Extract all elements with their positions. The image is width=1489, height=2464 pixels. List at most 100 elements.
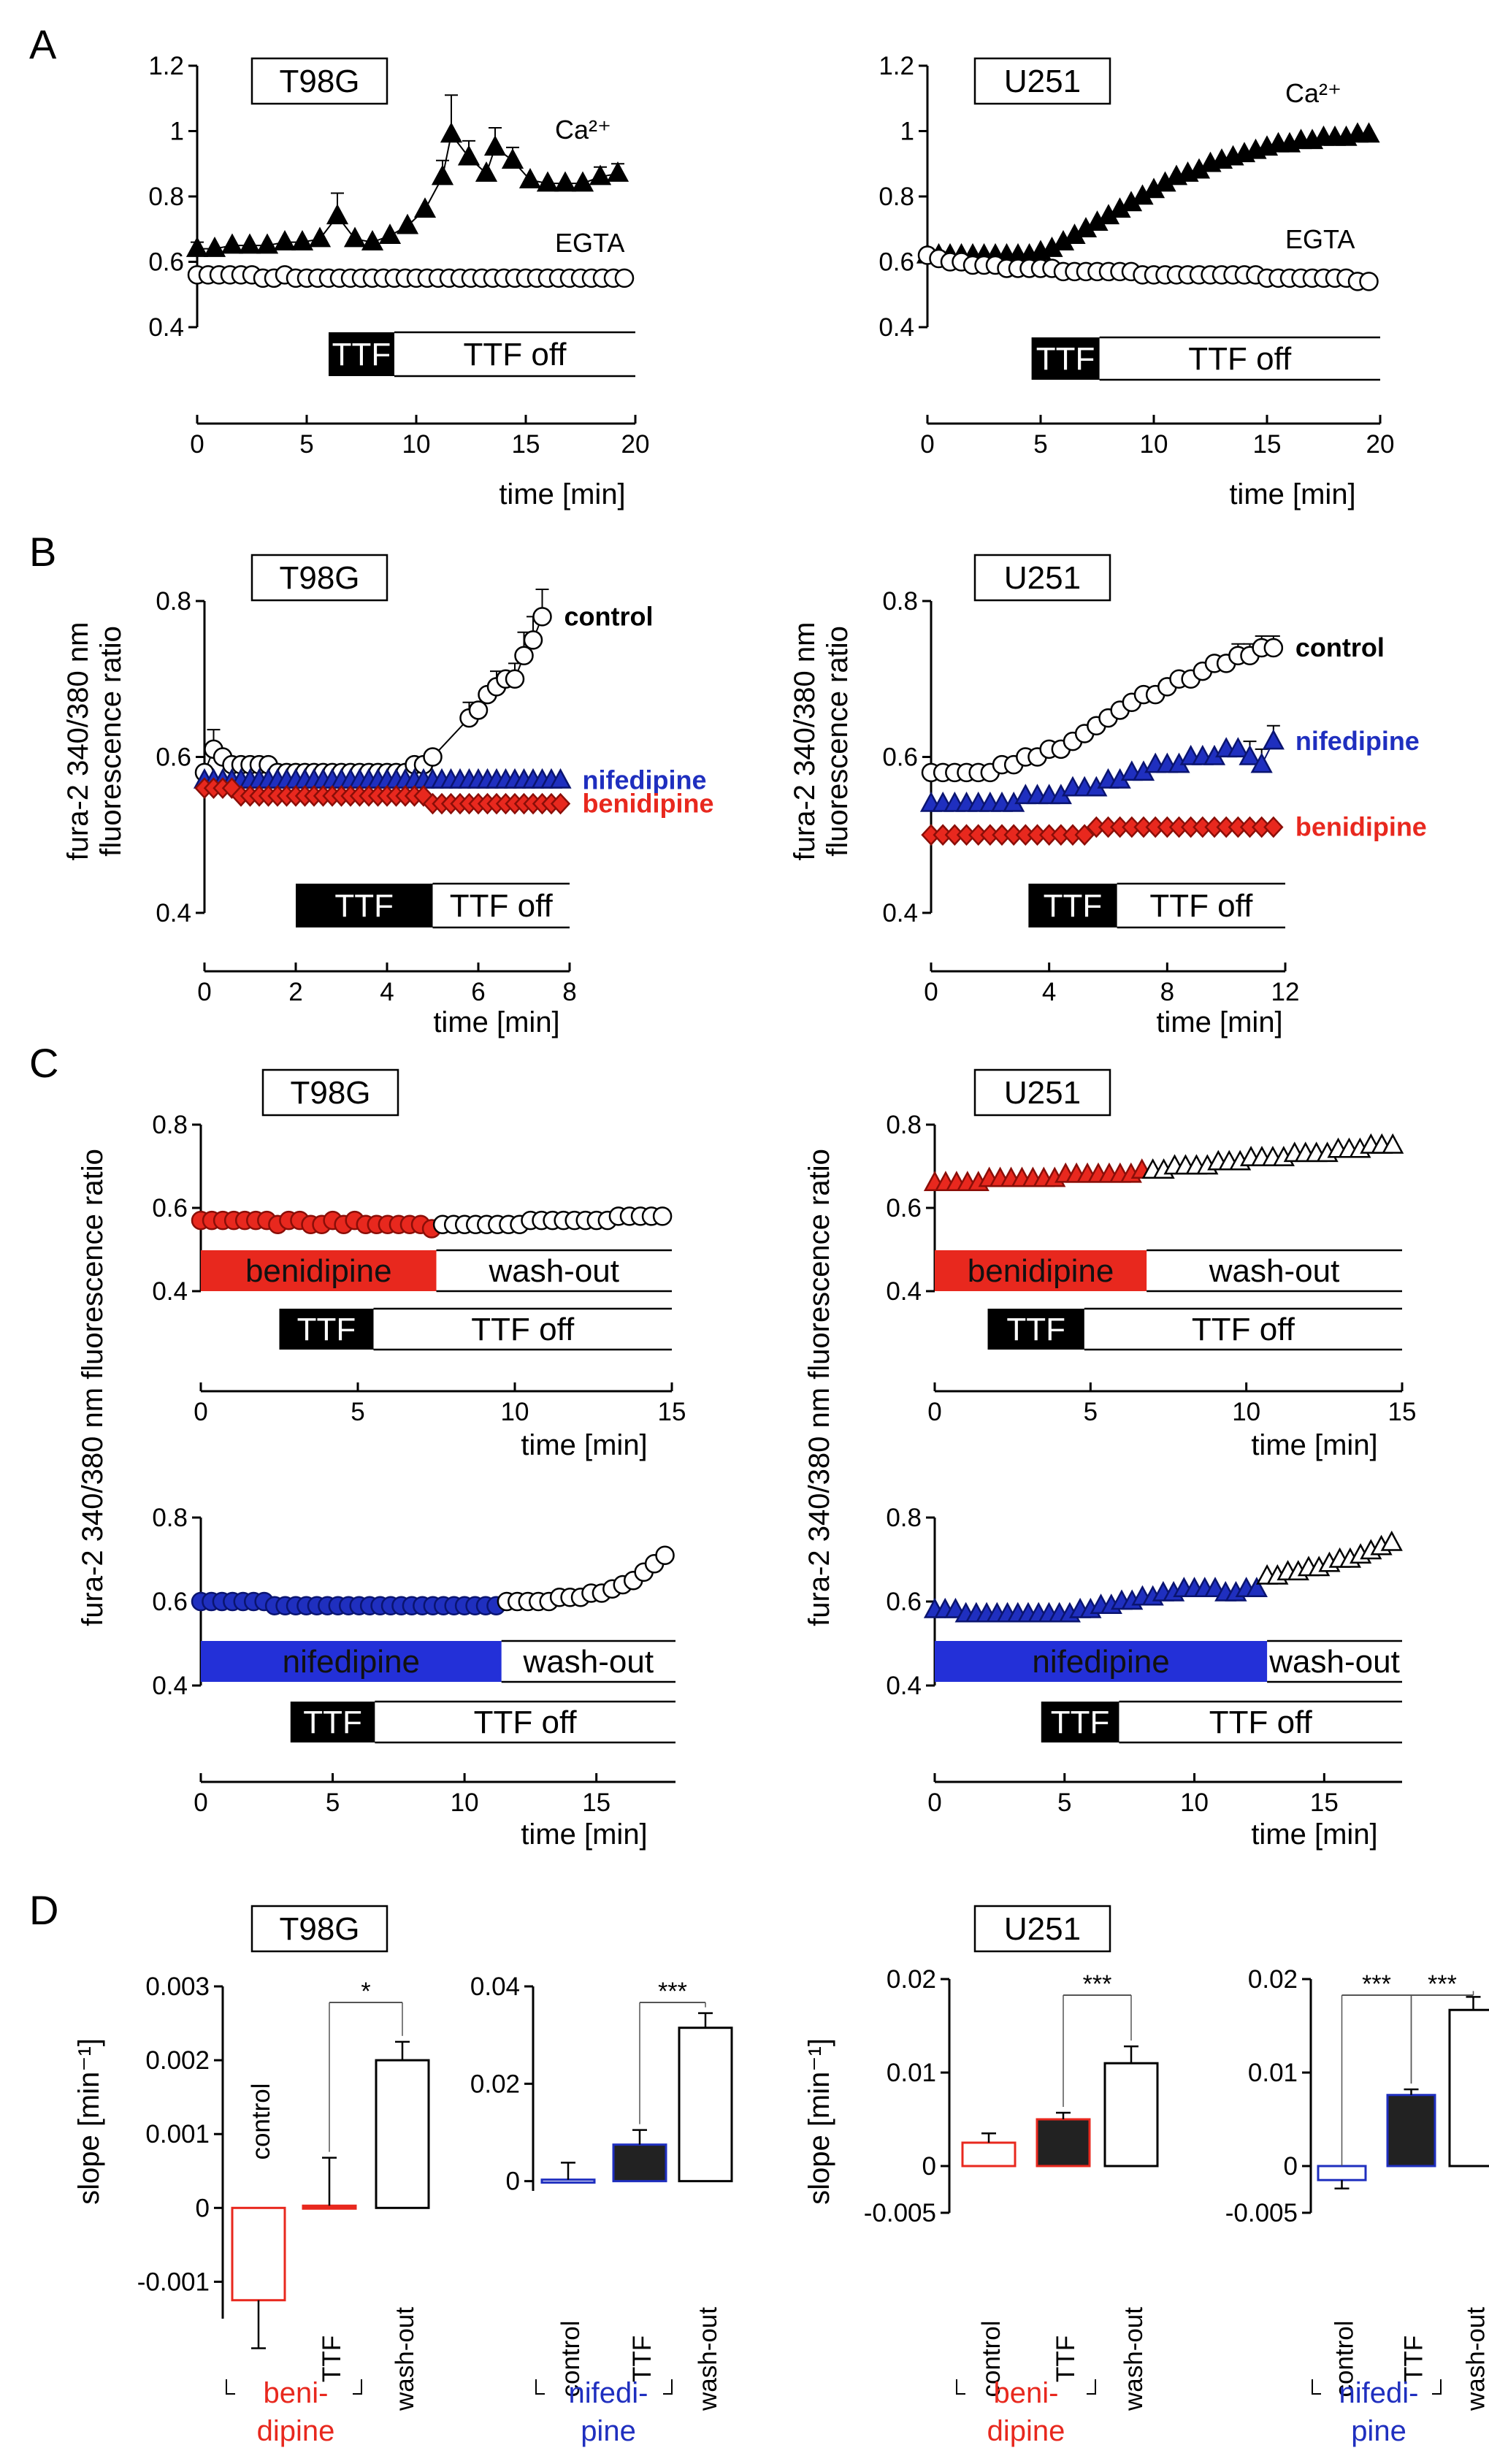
data-point xyxy=(1250,752,1273,773)
y-tick-label: 0.8 xyxy=(886,1504,922,1532)
stim-bar-black xyxy=(1031,337,1100,380)
group-label-line2: dipine xyxy=(257,2415,335,2447)
series-label: Ca²⁺ xyxy=(555,115,611,145)
y-tick-label: 0.003 xyxy=(145,1973,210,2001)
series-wash-out xyxy=(432,1206,673,1235)
cell-label-box xyxy=(250,57,388,105)
stim-bar-blue xyxy=(201,1641,502,1682)
x-tick-label: 10 xyxy=(1180,1788,1209,1817)
series-nifedipine xyxy=(191,1591,506,1615)
x-axis-title: time [min] xyxy=(1251,1818,1377,1851)
stim-bar-label: nifedipine xyxy=(283,1644,420,1680)
data-point xyxy=(1239,744,1261,765)
data-point xyxy=(308,226,332,248)
chart-c-t98g-benidipine: 0.4 0.6 0.8 0 5 10 15 time [min] T98G benidipine w… xyxy=(152,1068,686,1461)
y-tick-label: 0.4 xyxy=(886,1672,922,1700)
x-tick-label: 0 xyxy=(920,430,934,459)
stim-bar-label: nifedipine xyxy=(1032,1644,1169,1680)
x-tick-label: 10 xyxy=(451,1788,479,1817)
bar-ttf xyxy=(1386,2094,1436,2168)
series-benidipine: benidipine xyxy=(921,812,1427,846)
group-bracket-right xyxy=(353,2379,362,2395)
y-tick-label: 0 xyxy=(1284,2152,1298,2181)
stim-bar-label: TTF xyxy=(1051,1704,1110,1740)
data-point xyxy=(475,161,498,182)
category-label: wash-out xyxy=(391,2307,419,2411)
y-tick-label: 0 xyxy=(196,2194,210,2222)
sig-label: *** xyxy=(658,1978,687,2005)
data-point xyxy=(483,135,507,156)
data-point xyxy=(589,164,612,185)
data-point xyxy=(1263,638,1284,658)
stim-bar-black xyxy=(1041,1702,1119,1742)
x-tick-label: 15 xyxy=(658,1398,686,1426)
data-point xyxy=(536,171,559,192)
bar-wash-out xyxy=(1448,2008,1489,2168)
panel-letter-c: C xyxy=(29,1040,58,1086)
panel-letter-a: A xyxy=(29,21,57,67)
y-tick-label: 0.4 xyxy=(156,899,191,927)
data-point xyxy=(413,197,437,218)
y-tick-label: 0.6 xyxy=(879,248,914,277)
chart-d-u251-nifedipine: -0.005 0 0.01 0.02 control TTF wash-out *** *** n… xyxy=(1225,1965,1489,2447)
cell-label-box xyxy=(973,57,1111,105)
x-tick-label: 4 xyxy=(1042,978,1056,1006)
series-label: Ca²⁺ xyxy=(1285,78,1341,108)
data-point xyxy=(1380,1530,1403,1551)
y-tick-label: 1 xyxy=(900,118,914,146)
category-label: control xyxy=(556,2320,585,2397)
series-label: benidipine xyxy=(1295,812,1427,842)
x-axis-title: time [min] xyxy=(1251,1429,1377,1461)
y-tick-label: 1 xyxy=(170,118,184,146)
data-point xyxy=(457,145,481,166)
stim-bar-label: wash-out xyxy=(523,1644,654,1680)
series-label: control xyxy=(1295,632,1385,662)
stim-bar-label: TTF xyxy=(334,888,394,924)
cell-label-box xyxy=(973,1905,1111,1953)
series-ca2-: Ca²⁺ xyxy=(185,94,629,257)
series-label: benidipine xyxy=(583,789,714,819)
y-tick-label: 0.01 xyxy=(1248,2059,1298,2087)
data-point xyxy=(505,669,525,689)
group-bracket-right xyxy=(1432,2379,1442,2395)
x-tick-label: 15 xyxy=(582,1788,610,1817)
x-axis-title: time [min] xyxy=(1229,478,1355,510)
cell-label: T98G xyxy=(279,64,359,99)
x-tick-label: 10 xyxy=(501,1398,529,1426)
stim-bar-red xyxy=(935,1250,1147,1291)
x-tick-label: 5 xyxy=(1033,430,1047,459)
data-point xyxy=(606,161,629,182)
group-label-line1: nifedi- xyxy=(1339,2377,1419,2409)
x-tick-label: 15 xyxy=(1310,1788,1339,1817)
y-tick-label: 0.02 xyxy=(470,2070,520,2098)
panel-letter-b: B xyxy=(29,529,56,575)
x-tick-label: 0 xyxy=(194,1788,207,1817)
series-label: control xyxy=(564,601,654,631)
cell-label-box xyxy=(250,554,388,602)
y-tick-label: 0.002 xyxy=(145,2046,210,2075)
stim-bar-label: TTF off xyxy=(464,337,567,372)
stim-bar-label: wash-out xyxy=(1268,1644,1400,1680)
bar-wash-out xyxy=(375,2059,430,2209)
y-tick-label: 0.02 xyxy=(887,1965,936,1994)
stim-bar-black xyxy=(296,884,433,927)
y-tick-label: 0.6 xyxy=(886,1194,922,1223)
y-tick-label: 0.02 xyxy=(1248,1965,1298,1994)
y-tick-label: 0 xyxy=(922,2152,936,2181)
stim-bar-blue xyxy=(935,1641,1268,1682)
cell-label-box xyxy=(261,1068,399,1117)
y-tick-label: 0.8 xyxy=(882,587,918,616)
x-axis-title: time [min] xyxy=(433,1006,559,1038)
x-tick-label: 8 xyxy=(1160,978,1174,1006)
stim-bar-label: TTF xyxy=(332,337,391,372)
stim-bar-black xyxy=(290,1702,375,1742)
x-axis-title: time [min] xyxy=(521,1429,647,1461)
stim-bar-label: TTF xyxy=(297,1312,356,1347)
ylabel-d-right: slope [min⁻¹] xyxy=(803,2038,835,2205)
series-benidipine xyxy=(923,1158,1153,1192)
x-tick-label: 20 xyxy=(621,430,650,459)
stim-bar-label: TTF xyxy=(303,1704,362,1740)
group-bracket-left xyxy=(226,2379,235,2395)
x-tick-label: 5 xyxy=(1084,1398,1098,1426)
